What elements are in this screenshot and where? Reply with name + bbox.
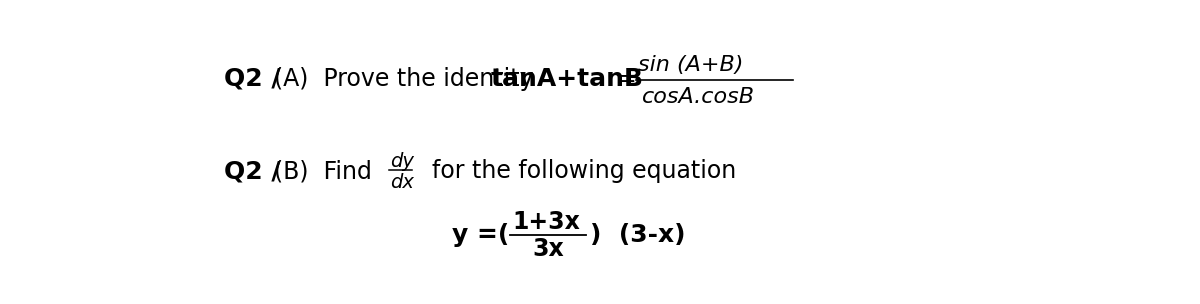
Text: tanA+tanB: tanA+tanB [491, 67, 644, 91]
Text: Q2 /: Q2 / [223, 67, 280, 91]
Text: )  (3-x): ) (3-x) [590, 223, 685, 247]
Text: =: = [616, 67, 636, 91]
Text: cosA.cosB: cosA.cosB [642, 87, 755, 107]
Text: for the following equation: for the following equation [418, 159, 737, 183]
Text: Q2 /: Q2 / [223, 159, 280, 183]
Text: dy: dy [390, 152, 414, 171]
Text: (A)  Prove the identity: (A) Prove the identity [274, 67, 534, 91]
Text: 3x: 3x [532, 237, 564, 261]
Text: (B)  Find: (B) Find [274, 159, 372, 183]
Text: y =(: y =( [452, 223, 510, 247]
Text: sin (A+B): sin (A+B) [638, 55, 744, 75]
Text: 1+3x: 1+3x [512, 210, 581, 234]
Text: dx: dx [390, 172, 414, 192]
